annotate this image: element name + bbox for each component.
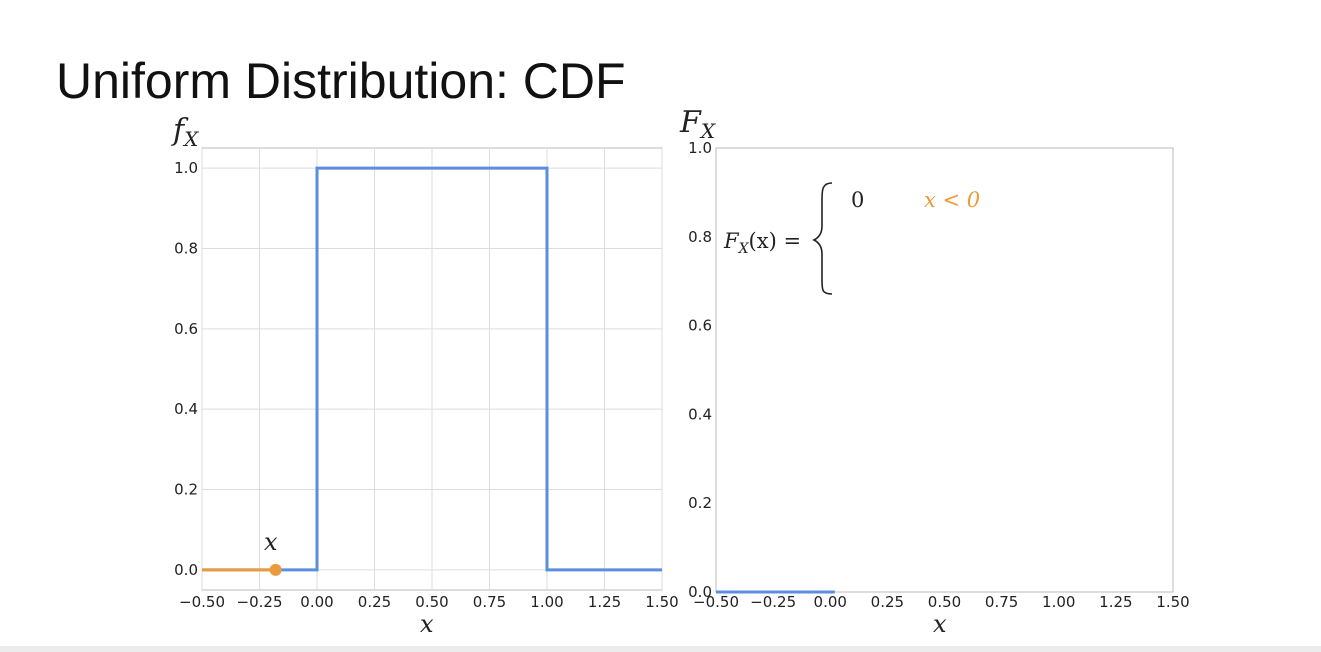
pdf-y-tick-label: 0.4 <box>174 400 198 418</box>
cdf-x-tick-label: 0.00 <box>814 593 847 611</box>
cdf-x-ticks: −0.50 −0.25 0.00 0.25 0.50 0.75 1.00 1.25 1.50 <box>693 593 1190 611</box>
pdf-x-tick-label: 0.50 <box>415 593 448 611</box>
pdf-chart: −0.50 −0.25 0.00 0.25 0.50 0.75 1.00 1.25 1.50 0… <box>171 113 679 638</box>
pdf-y-axis-label: fX <box>171 113 199 151</box>
cdf-x-tick-label: −0.50 <box>693 593 739 611</box>
pdf-y-ticks: 0.0 0.2 0.4 0.6 0.8 1.0 <box>174 159 198 579</box>
pdf-y-tick-label: 0.8 <box>174 239 198 257</box>
pdf-y-tick-label: 1.0 <box>174 159 198 177</box>
cdf-case-value: 0 <box>851 188 864 212</box>
cdf-y-tick-label: 0.6 <box>688 317 712 335</box>
cdf-chart: −0.50 −0.25 0.00 0.25 0.50 0.75 1.00 1.25 1.50 0… <box>679 105 1190 638</box>
pdf-x-tick-label: 1.00 <box>530 593 563 611</box>
cdf-x-tick-label: 0.50 <box>928 593 961 611</box>
cdf-x-tick-label: −0.25 <box>750 593 796 611</box>
pdf-y-tick-label: 0.6 <box>174 320 198 338</box>
pdf-x-tick-label: 0.75 <box>473 593 506 611</box>
bottom-strip <box>0 646 1321 652</box>
cdf-x-tick-label: 0.25 <box>871 593 904 611</box>
cdf-formula: FX(x) = 0 x < 0 <box>723 182 980 295</box>
slide-title: Uniform Distribution: CDF <box>56 53 626 109</box>
pdf-x-tick-label: 0.00 <box>300 593 333 611</box>
cdf-y-tick-label: 0.2 <box>688 494 712 512</box>
cdf-y-tick-label: 0.4 <box>688 405 712 423</box>
pdf-series-line-0 <box>202 166 662 572</box>
cdf-x-tick-label: 0.75 <box>985 593 1018 611</box>
pdf-x-axis-label: x <box>420 610 434 638</box>
pdf-x-ticks: −0.50 −0.25 0.00 0.25 0.50 0.75 1.00 1.25 1.50 <box>179 593 679 611</box>
cdf-y-ticks: 0.0 0.2 0.4 0.6 0.8 1.0 <box>688 139 712 601</box>
cdf-case-condition: x < 0 <box>924 188 980 212</box>
x-marker-point[interactable] <box>269 563 282 576</box>
cdf-x-tick-label: 1.50 <box>1156 593 1189 611</box>
cdf-y-axis-label: FX <box>679 105 716 143</box>
cdf-x-tick-label: 1.25 <box>1099 593 1132 611</box>
cdf-chart-frame <box>715 147 1174 593</box>
pdf-x-tick-label: 1.50 <box>645 593 678 611</box>
pdf-x-tick-label: −0.50 <box>179 593 225 611</box>
cdf-x-tick-label: 1.00 <box>1042 593 1075 611</box>
pdf-y-tick-label: 0.0 <box>174 561 198 579</box>
pdf-x-tick-label: 1.25 <box>588 593 621 611</box>
cdf-x-axis-label: x <box>933 610 947 638</box>
pdf-x-tick-label: −0.25 <box>237 593 283 611</box>
cdf-y-tick-label: 0.8 <box>688 228 712 246</box>
pdf-series <box>202 166 662 576</box>
x-marker-label: x <box>264 528 278 556</box>
cdf-formula-lhs: FX(x) = <box>723 229 801 257</box>
cdf-y-tick-label: 1.0 <box>688 139 712 157</box>
brace-icon <box>812 182 833 295</box>
pdf-x-tick-label: 0.25 <box>358 593 391 611</box>
pdf-y-tick-label: 0.2 <box>174 481 198 499</box>
cdf-y-tick-label: 0.0 <box>688 583 712 601</box>
